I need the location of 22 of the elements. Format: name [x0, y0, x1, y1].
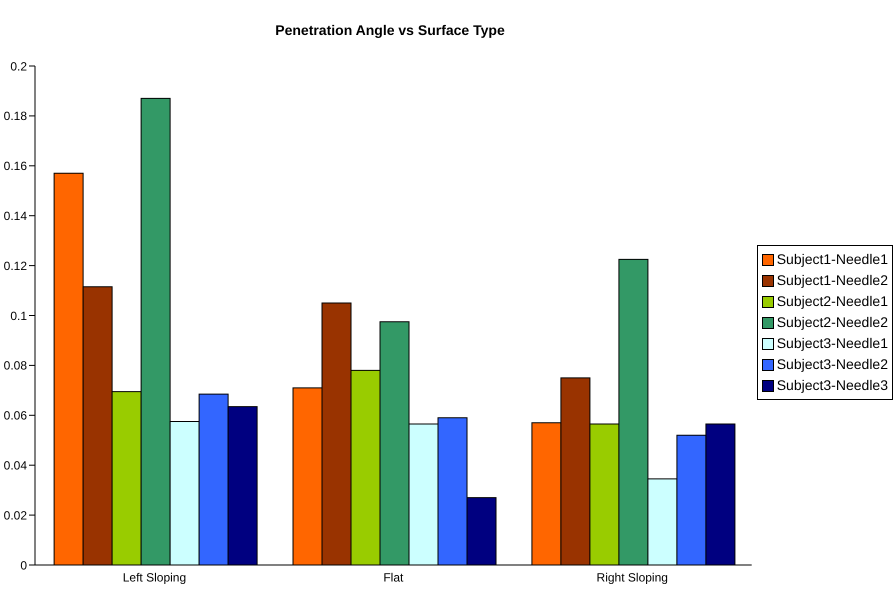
y-tick-label: 0.08 [4, 358, 28, 373]
legend-label: Subject3-Needle3 [776, 376, 888, 395]
y-tick-label: 0.1 [10, 308, 28, 323]
legend-label: Subject3-Needle1 [776, 334, 888, 353]
y-tick-label: 0.2 [10, 59, 28, 74]
legend-label: Subject1-Needle1 [776, 250, 888, 269]
legend-label: Subject3-Needle2 [776, 355, 888, 374]
legend-label: Subject1-Needle2 [776, 271, 888, 290]
legend-label: Subject2-Needle1 [776, 292, 888, 311]
legend-label: Subject2-Needle2 [776, 313, 888, 332]
y-tick-label: 0.14 [4, 208, 28, 223]
chart-title: Penetration Angle vs Surface Type [274, 22, 506, 38]
y-tick-label: 0.06 [4, 408, 28, 423]
y-tick-label: 0.18 [4, 109, 28, 124]
x-tick-label: Left Sloping [122, 570, 186, 585]
x-tick-label: Flat [383, 570, 404, 585]
y-tick-label: 0 [20, 558, 28, 572]
y-tick-label: 0.16 [4, 159, 28, 174]
x-tick-label: Right Sloping [596, 570, 668, 585]
y-tick-label: 0.12 [4, 258, 28, 273]
y-tick-label: 0.02 [4, 508, 28, 522]
y-tick-label: 0.04 [4, 458, 28, 472]
